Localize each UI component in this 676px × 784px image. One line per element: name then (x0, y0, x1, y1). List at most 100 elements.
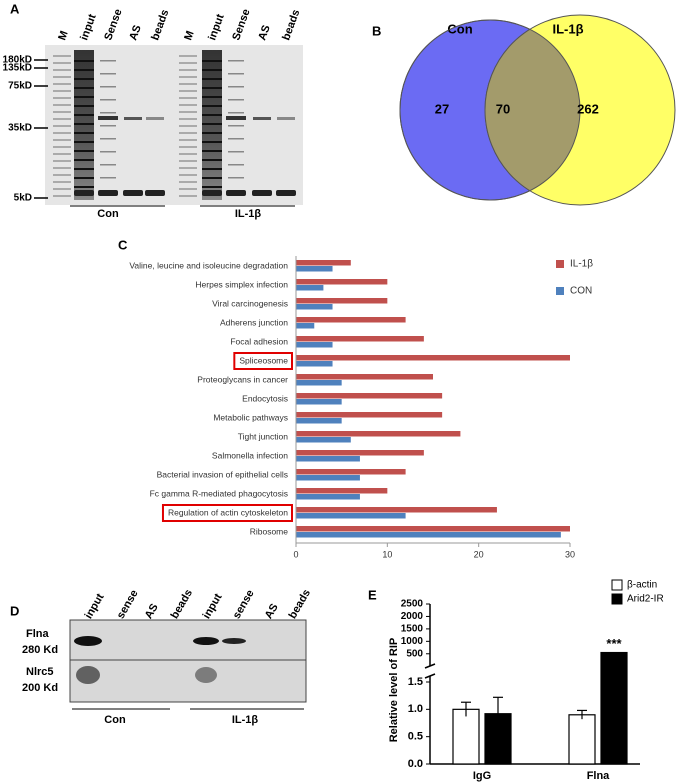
gel-band (53, 118, 71, 120)
gel-band (228, 138, 244, 140)
bar (296, 456, 360, 462)
gel-band (202, 150, 222, 152)
gel-band (53, 195, 71, 197)
gel-band (228, 164, 244, 166)
category-label: Endocytosis (242, 393, 288, 403)
category-label: Focal adhesion (230, 336, 288, 346)
gel-band (74, 186, 94, 188)
gel-band (53, 97, 71, 99)
gel-band (100, 177, 116, 179)
gel-band (74, 114, 94, 116)
bar (296, 355, 570, 361)
category-label: Viral carcinogenesis (212, 298, 288, 308)
group-label: IL-1β (232, 714, 259, 726)
gel-band (74, 87, 94, 89)
size-label: 200 Kd (22, 682, 58, 694)
legend-swatch (611, 579, 623, 591)
gel-band (74, 177, 94, 179)
category-label: Herpes simplex infection (195, 279, 288, 289)
gel-band (202, 69, 222, 71)
gel-band (53, 55, 71, 57)
bar (296, 494, 360, 500)
panel-label: E (368, 587, 377, 602)
marker-label: 5kD (14, 193, 32, 204)
venn-outline (399, 19, 581, 201)
gel-band (228, 73, 244, 75)
lane-label: input (206, 12, 227, 42)
bar (296, 399, 342, 405)
gel-band (100, 151, 116, 153)
gel-band (53, 62, 71, 64)
group-label: Con (104, 714, 126, 726)
lane-label: M (56, 29, 70, 42)
bar (600, 651, 628, 765)
gel-band (228, 60, 244, 62)
gel-band (277, 117, 295, 120)
gel-band (179, 69, 197, 71)
group-label: Con (97, 208, 119, 220)
gel-band (179, 153, 197, 155)
highlight-box (233, 352, 293, 370)
marker-label: 75kD (8, 81, 32, 92)
legend-label: Arid2-IR (627, 594, 664, 605)
gel-band (276, 190, 296, 196)
gel-band (179, 167, 197, 169)
x-tick-label: 0 (293, 549, 298, 559)
lane-label: beads (169, 587, 195, 621)
legend-swatch (556, 287, 564, 295)
gel-band (179, 160, 197, 162)
region-count: 262 (577, 101, 599, 116)
bar (296, 336, 424, 342)
lane-label: beads (287, 587, 313, 621)
gel-band (179, 118, 197, 120)
legend-swatch (611, 593, 623, 605)
size-label: 280 Kd (22, 644, 58, 656)
gel-band (228, 112, 244, 114)
panel-label: D (10, 603, 19, 618)
legend-label: CON (570, 286, 592, 297)
lane-label: sense (231, 588, 257, 621)
gel-band (53, 160, 71, 162)
gel-band (53, 188, 71, 190)
gel-band (202, 87, 222, 89)
gel-band (179, 188, 197, 190)
gel-band (252, 190, 272, 196)
bar (296, 475, 360, 481)
gel-band (228, 151, 244, 153)
gel-band (53, 83, 71, 85)
gel-band (202, 141, 222, 143)
blot-band (222, 638, 246, 644)
gel-band (202, 168, 222, 170)
gel-band (179, 174, 197, 176)
bar (296, 507, 497, 513)
gel-band (228, 86, 244, 88)
gel-band (202, 159, 222, 161)
gel-band (253, 117, 271, 120)
bar (296, 298, 388, 304)
gel-band (53, 153, 71, 155)
gel-band (123, 190, 143, 196)
y-tick-label: 2500 (401, 599, 424, 610)
gel-band (74, 159, 94, 161)
bar (296, 393, 443, 399)
panel-label: B (372, 23, 381, 38)
panel-label: C (118, 237, 128, 252)
gel-band (179, 62, 197, 64)
x-tick-label: Flna (587, 770, 610, 782)
bar (296, 513, 406, 519)
gel-band (74, 190, 94, 196)
gel-band (74, 96, 94, 98)
x-tick-label: 20 (474, 549, 484, 559)
y-tick-label: 0.0 (408, 758, 423, 770)
lane-label: AS (143, 602, 161, 621)
gel-band (53, 69, 71, 71)
gel-band (53, 132, 71, 134)
gel-band (74, 132, 94, 134)
bar (296, 317, 406, 323)
lane-label: AS (256, 24, 273, 42)
gel-band (100, 99, 116, 101)
bar (296, 285, 324, 291)
blot-band (76, 666, 100, 684)
gel-band (202, 78, 222, 80)
